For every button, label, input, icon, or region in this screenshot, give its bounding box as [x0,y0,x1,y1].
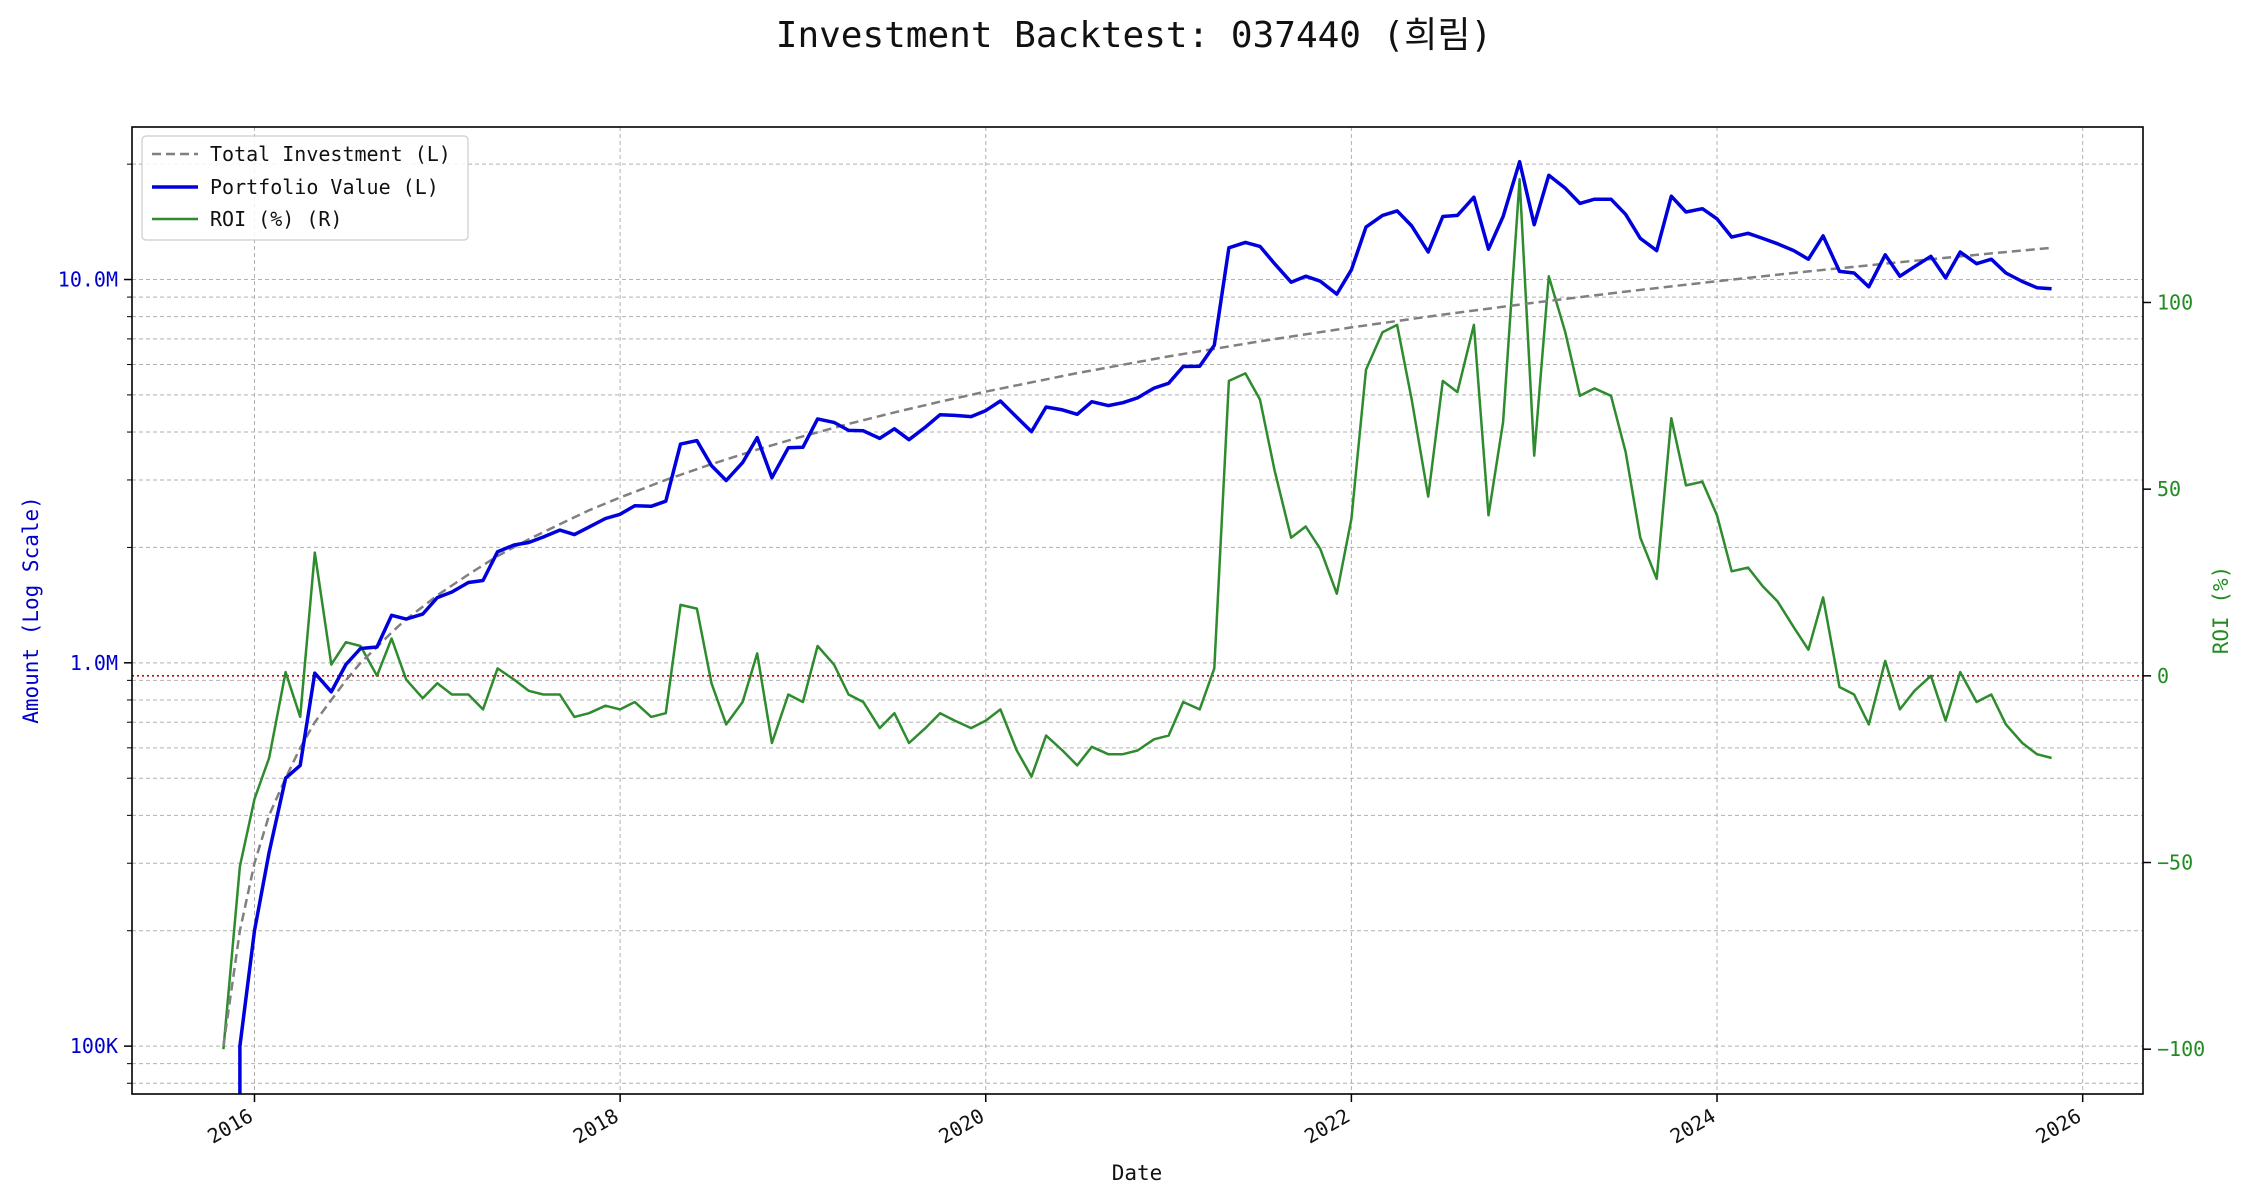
x-tick-label: 2024 [1666,1104,1720,1149]
x-tick-label: 2016 [203,1104,257,1149]
legend-box [141,135,469,241]
series-total-investment-line [222,246,2052,1047]
x-axis-label: Date [1112,1161,1163,1185]
y-left-tick-label: 1.0M [70,651,118,675]
legend: Total Investment (L) Portfolio Value (L)… [141,135,469,241]
chart-title: Investment Backtest: 037440 (희림) [776,15,1492,56]
y-axis-right-label: ROI (%) [2209,566,2233,655]
series-portfolio-value-line [238,159,2052,1094]
y-right-tick-label: −100 [2157,1037,2205,1061]
x-tick-label: 2022 [1300,1104,1354,1149]
legend-label-roi: ROI (%) (R) [210,207,342,231]
y-axis-right: −100 −50 0 50 100 [2143,290,2205,1061]
y-right-tick-label: −50 [2157,851,2193,875]
x-tick-label: 2026 [2031,1104,2085,1149]
y-right-tick-label: 0 [2157,664,2169,688]
legend-label-portfolio-value: Portfolio Value (L) [210,175,439,199]
y-left-tick-label: 100K [70,1034,118,1058]
x-tick-label: 2018 [569,1104,623,1149]
y-right-tick-label: 50 [2157,477,2181,501]
legend-label-total-investment: Total Investment (L) [210,142,451,166]
plot-frame [131,126,2144,1095]
y-right-tick-label: 100 [2157,290,2193,314]
data-series [222,159,2052,1094]
grid-lines [132,127,2143,1094]
y-axis-left-label: Amount (Log Scale) [19,496,43,724]
y-axis-left: 100K 1.0M 10.0M [58,163,132,1084]
x-axis: 2016 2018 2020 2022 2024 2026 [203,1094,2085,1148]
y-left-tick-label: 10.0M [58,268,118,292]
x-tick-label: 2020 [935,1104,989,1149]
series-roi-line [222,178,2052,1050]
